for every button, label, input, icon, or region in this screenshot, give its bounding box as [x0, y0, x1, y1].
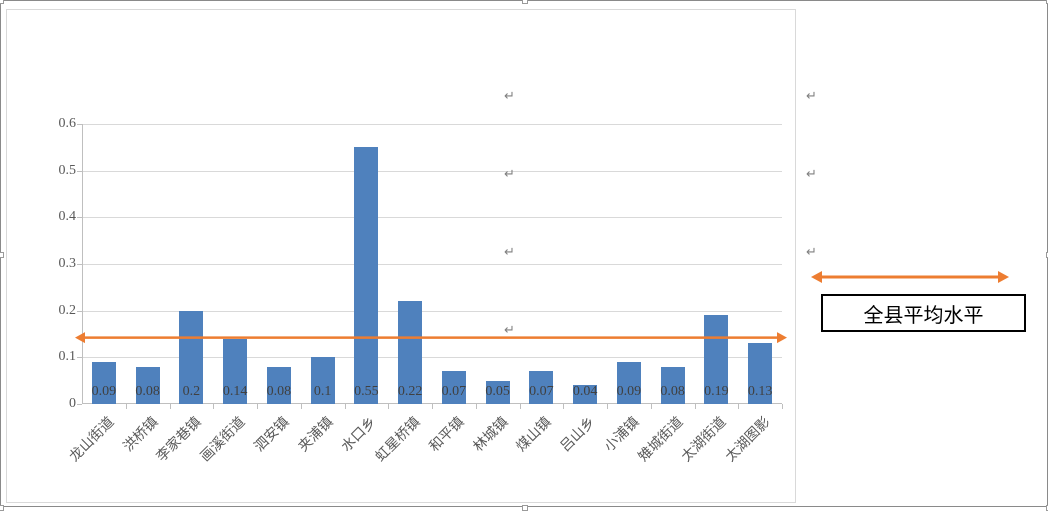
y-tick-label: 0.3 [59, 256, 77, 272]
x-category-label: 画溪街道 [196, 412, 250, 466]
x-tick-mark [257, 404, 258, 409]
x-tick-mark [607, 404, 608, 409]
bar-value-label: 0.08 [267, 384, 292, 400]
x-category-label: 龙山街道 [64, 412, 118, 466]
gridline [82, 217, 782, 218]
bar-value-label: 0.07 [529, 384, 554, 400]
bar-value-label: 0.09 [92, 384, 117, 400]
bar-value-label: 0.05 [485, 384, 510, 400]
paragraph-mark-icon: ↵ [504, 245, 515, 260]
legend-label-box: 全县平均水平 [821, 294, 1026, 332]
bar-value-label: 0.22 [398, 384, 423, 400]
paragraph-mark-icon: ↵ [806, 89, 817, 104]
selection-handle[interactable] [522, 505, 528, 511]
x-category-label: 夹浦镇 [293, 412, 337, 456]
bar-value-label: 0.09 [617, 384, 642, 400]
x-category-label: 吕山乡 [555, 412, 599, 456]
y-tick-label: 0.5 [59, 163, 77, 179]
bar-value-label: 0.2 [183, 384, 201, 400]
x-category-label: 林城镇 [468, 412, 512, 456]
y-axis-line [82, 124, 83, 404]
bar-value-label: 0.19 [704, 384, 729, 400]
y-tick-label: 0.4 [59, 209, 77, 225]
x-tick-mark [695, 404, 696, 409]
gridline [82, 171, 782, 172]
word-object-frame: 00.10.20.30.40.50.60.09龙山街道0.08洪桥镇0.2李家巷… [0, 0, 1048, 507]
gridline [82, 264, 782, 265]
x-tick-mark [388, 404, 389, 409]
paragraph-mark-icon: ↵ [806, 245, 817, 260]
bar [354, 147, 378, 404]
x-tick-mark [432, 404, 433, 409]
x-tick-mark [651, 404, 652, 409]
bar-value-label: 0.13 [748, 384, 773, 400]
y-tick-label: 0.1 [59, 349, 77, 365]
paragraph-mark-icon: ↵ [806, 167, 817, 182]
bar-value-label: 0.55 [354, 384, 379, 400]
x-category-label: 泗安镇 [249, 412, 293, 456]
bar-value-label: 0.07 [442, 384, 467, 400]
paragraph-mark-icon: ↵ [504, 167, 515, 182]
y-tick-mark [77, 404, 82, 405]
x-tick-mark [301, 404, 302, 409]
bar-value-label: 0.14 [223, 384, 248, 400]
paragraph-mark-icon: ↵ [504, 323, 515, 338]
selection-handle[interactable] [0, 252, 4, 258]
y-tick-label: 0.6 [59, 116, 77, 132]
x-category-label: 和平镇 [424, 412, 468, 456]
x-tick-mark [126, 404, 127, 409]
selection-handle[interactable] [522, 0, 528, 4]
x-tick-mark [520, 404, 521, 409]
x-tick-mark [563, 404, 564, 409]
legend-label-text: 全县平均水平 [864, 299, 984, 328]
bar-value-label: 0.08 [135, 384, 160, 400]
x-tick-mark [738, 404, 739, 409]
x-category-label: 虹星桥镇 [371, 412, 425, 466]
x-category-label: 雉城街道 [633, 412, 687, 466]
x-category-label: 太湖街道 [677, 412, 731, 466]
paragraph-mark-icon: ↵ [504, 89, 515, 104]
x-tick-mark [170, 404, 171, 409]
x-tick-mark [476, 404, 477, 409]
chart-frame: 00.10.20.30.40.50.60.09龙山街道0.08洪桥镇0.2李家巷… [6, 9, 796, 503]
x-category-label: 李家巷镇 [152, 412, 206, 466]
selection-handle[interactable] [0, 0, 4, 4]
x-category-label: 煤山镇 [512, 412, 556, 456]
bar-value-label: 0.04 [573, 384, 598, 400]
x-tick-mark [782, 404, 783, 409]
selection-handle[interactable] [0, 505, 4, 511]
legend-arrow [809, 265, 1039, 289]
x-tick-mark [345, 404, 346, 409]
bar-value-label: 0.08 [660, 384, 685, 400]
plot-area: 00.10.20.30.40.50.60.09龙山街道0.08洪桥镇0.2李家巷… [82, 124, 782, 404]
x-tick-mark [213, 404, 214, 409]
y-tick-label: 0.2 [59, 303, 77, 319]
x-category-label: 太湖图影 [721, 412, 775, 466]
y-tick-label: 0 [69, 396, 76, 412]
gridline [82, 124, 782, 125]
bar-value-label: 0.1 [314, 384, 332, 400]
